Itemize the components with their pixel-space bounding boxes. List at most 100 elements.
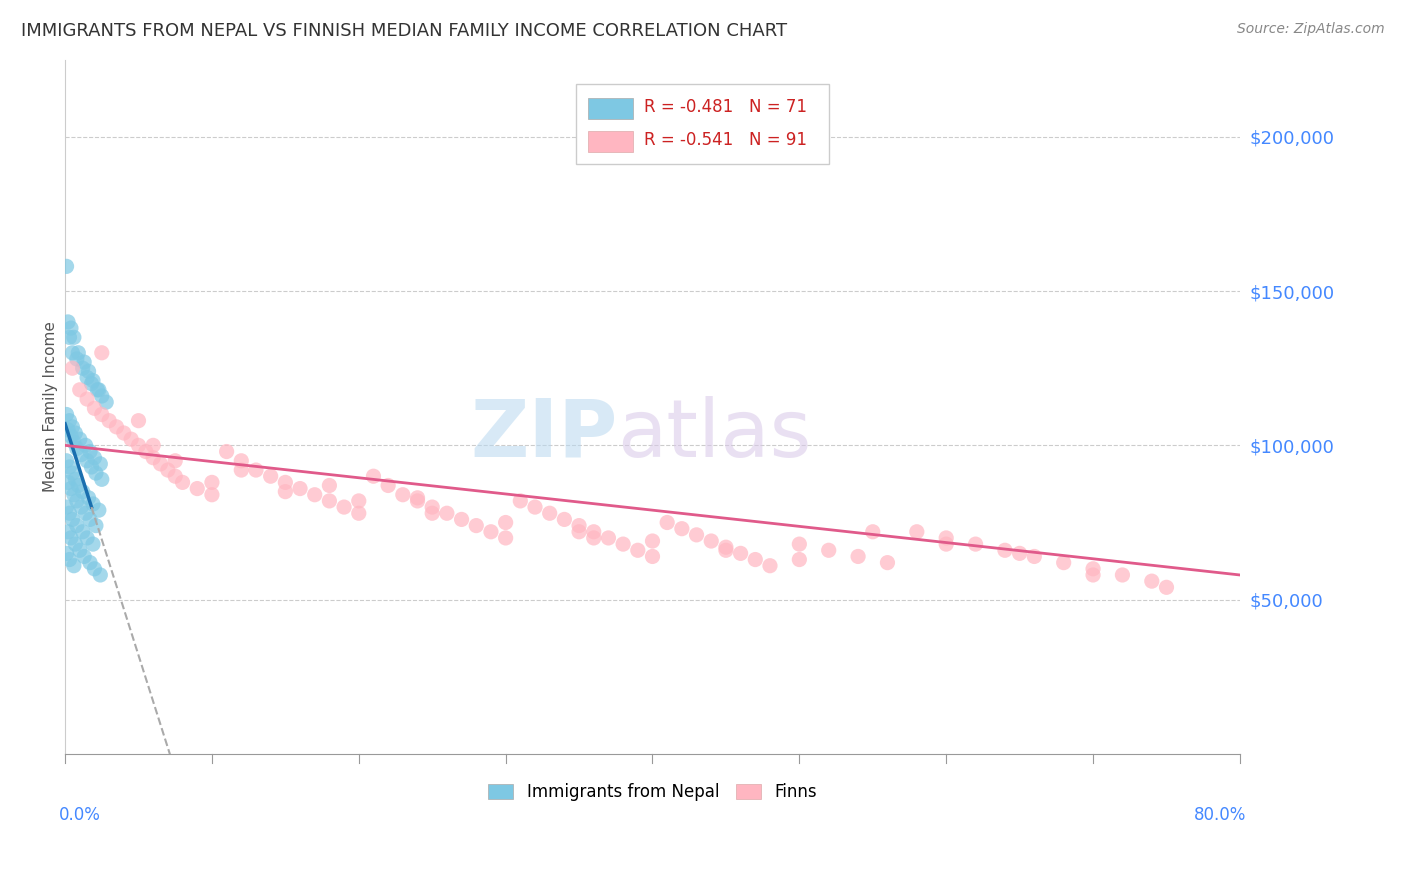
Point	[82, 374, 104, 388]
Point	[72, 524, 94, 539]
Point	[215, 444, 238, 458]
Point	[450, 512, 472, 526]
Point	[60, 345, 83, 359]
Point	[55, 408, 77, 422]
Point	[612, 537, 634, 551]
Point	[98, 414, 121, 428]
Point	[70, 448, 93, 462]
Point	[70, 500, 93, 514]
Point	[72, 361, 94, 376]
Text: 0.0%: 0.0%	[59, 806, 101, 824]
Point	[465, 518, 488, 533]
Point	[744, 552, 766, 566]
Point	[75, 506, 97, 520]
Point	[935, 537, 957, 551]
Point	[83, 401, 105, 416]
Point	[905, 524, 928, 539]
Point	[105, 420, 128, 434]
Point	[231, 454, 253, 468]
Point	[304, 488, 326, 502]
Point	[846, 549, 869, 564]
Legend: Immigrants from Nepal, Finns: Immigrants from Nepal, Finns	[482, 777, 824, 808]
Point	[84, 466, 107, 480]
Point	[509, 494, 531, 508]
Point	[58, 459, 80, 474]
Point	[641, 534, 664, 549]
Point	[76, 370, 98, 384]
Point	[60, 361, 83, 376]
Point	[76, 392, 98, 406]
Point	[1081, 568, 1104, 582]
Point	[553, 512, 575, 526]
FancyBboxPatch shape	[588, 98, 633, 119]
Point	[63, 558, 86, 573]
Point	[165, 469, 187, 483]
Point	[274, 484, 297, 499]
Point	[862, 524, 884, 539]
Point	[86, 383, 108, 397]
Point	[59, 321, 82, 335]
Point	[63, 330, 86, 344]
Point	[538, 506, 561, 520]
Point	[685, 528, 707, 542]
Point	[66, 518, 89, 533]
Point	[66, 351, 89, 366]
Point	[80, 376, 103, 391]
Point	[347, 506, 370, 520]
Point	[817, 543, 839, 558]
Point	[714, 540, 737, 554]
Point	[72, 484, 94, 499]
Text: Source: ZipAtlas.com: Source: ZipAtlas.com	[1237, 22, 1385, 37]
Point	[524, 500, 547, 514]
Point	[318, 478, 340, 492]
Point	[288, 482, 311, 496]
Point	[83, 562, 105, 576]
Point	[1156, 580, 1178, 594]
Point	[60, 512, 83, 526]
Point	[420, 500, 443, 514]
Point	[201, 475, 224, 490]
Point	[82, 497, 104, 511]
Point	[165, 454, 187, 468]
Point	[59, 429, 82, 443]
Point	[789, 552, 811, 566]
Point	[55, 546, 77, 560]
Point	[627, 543, 650, 558]
Point	[333, 500, 356, 514]
Point	[69, 383, 91, 397]
Point	[58, 506, 80, 520]
Point	[479, 524, 502, 539]
Point	[363, 469, 385, 483]
Point	[77, 364, 100, 378]
Point	[582, 531, 605, 545]
Point	[90, 408, 112, 422]
Point	[90, 389, 112, 403]
Point	[65, 425, 87, 440]
Y-axis label: Median Family Income: Median Family Income	[44, 321, 58, 492]
Point	[641, 549, 664, 564]
Point	[142, 438, 165, 452]
Point	[128, 438, 150, 452]
Point	[66, 442, 89, 456]
Point	[582, 524, 605, 539]
Point	[63, 435, 86, 450]
Point	[83, 450, 105, 465]
Point	[84, 518, 107, 533]
Point	[77, 491, 100, 505]
Point	[186, 482, 208, 496]
Point	[1081, 562, 1104, 576]
Point	[671, 522, 693, 536]
Point	[120, 432, 142, 446]
FancyBboxPatch shape	[576, 84, 828, 164]
Point	[495, 531, 517, 545]
Point	[55, 454, 77, 468]
Point	[318, 494, 340, 508]
Point	[128, 414, 150, 428]
Point	[347, 494, 370, 508]
Point	[69, 543, 91, 558]
Point	[730, 546, 752, 560]
Point	[436, 506, 458, 520]
Point	[231, 463, 253, 477]
Point	[876, 556, 898, 570]
Point	[65, 472, 87, 486]
